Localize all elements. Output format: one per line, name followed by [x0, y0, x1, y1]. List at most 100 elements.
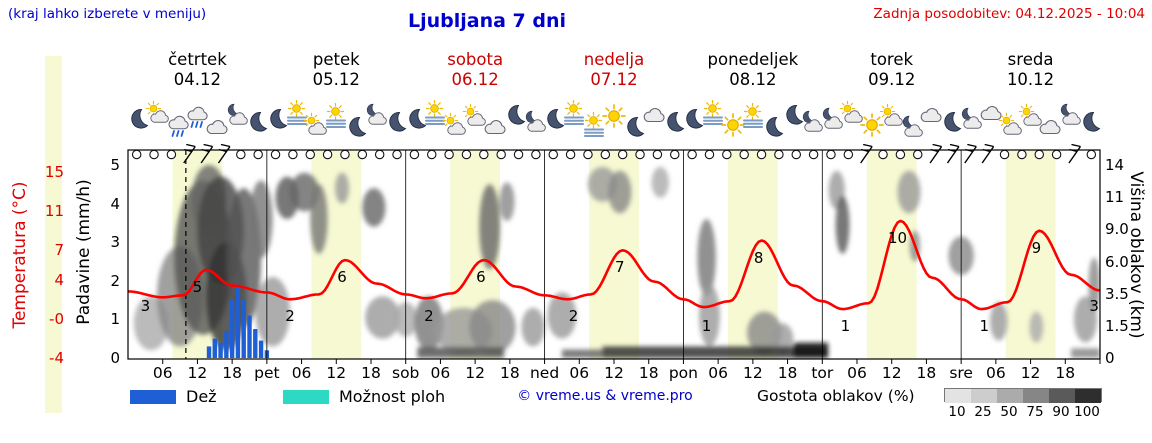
cloud-density-label: Gostota oblakov (%): [757, 387, 915, 405]
precip-tick: 2: [110, 271, 120, 290]
density-tick-label: 90: [1052, 404, 1070, 420]
cloud-tick: 6.0: [1105, 252, 1129, 271]
day-date: 08.12: [729, 70, 777, 89]
legend: Dež Možnost ploh © vreme.us & vreme.pro …: [0, 385, 1152, 425]
copyright-link[interactable]: © vreme.us & vreme.pro: [517, 388, 693, 404]
day-header-row: četrtek 04.12 petek 05.12 sobota 06.12 nedelja…: [0, 50, 1152, 94]
x-hour-label: 18: [361, 364, 381, 382]
calm-wind-icon: [652, 149, 663, 160]
calm-wind-icon: [513, 149, 524, 160]
temp-tick: 11: [44, 202, 64, 221]
day-name: petek: [312, 50, 360, 69]
calm-wind-icon: [1017, 149, 1027, 160]
precip-tick: 1: [110, 310, 120, 329]
calm-wind-icon: [131, 149, 142, 160]
last-update-timestamp: Zadnja posodobitev: 04.12.2025 - 10:04: [873, 6, 1145, 22]
cloud-tick: 9.0: [1105, 220, 1129, 239]
calm-wind-icon: [149, 149, 159, 160]
x-hour-label: 12: [742, 364, 763, 382]
density-tick-label: 100: [1074, 404, 1100, 420]
x-hour-label: 06: [985, 364, 1006, 382]
x-hour-label: 12: [187, 364, 208, 382]
calm-wind-icon: [1034, 149, 1045, 160]
cloud-tick: 0: [1105, 349, 1115, 367]
x-day-label: pon: [668, 364, 698, 382]
day-name: nedelja: [583, 50, 645, 69]
calm-wind-icon: [826, 149, 836, 160]
calm-wind-icon: [270, 149, 281, 160]
x-day-label: pet: [254, 364, 280, 382]
temp-tick: 4: [54, 270, 64, 289]
calm-wind-icon: [739, 149, 749, 160]
cloud-tick: 14: [1105, 156, 1125, 174]
calm-wind-icon: [548, 149, 558, 160]
day-date: 04.12: [173, 70, 222, 89]
calm-wind-icon: [635, 149, 645, 160]
x-hour-label: 06: [847, 364, 867, 382]
x-day-label: ned: [529, 364, 560, 382]
x-day-label: tor: [811, 364, 834, 382]
calm-wind-icon: [617, 149, 628, 160]
showers-label: Možnost ploh: [339, 387, 446, 406]
day-name: sreda: [1007, 50, 1054, 69]
temp-tick: 7: [54, 241, 64, 260]
x-day-label: sre: [949, 364, 973, 382]
showers-swatch: [283, 390, 329, 404]
calm-wind-icon: [305, 149, 315, 160]
density-cell: [997, 389, 1023, 403]
precip-tick: 5: [110, 156, 120, 174]
calm-wind-icon: [496, 149, 506, 160]
day-name: četrtek: [168, 50, 227, 69]
calm-wind-icon: [392, 149, 402, 160]
calm-wind-icon: [357, 149, 368, 160]
day-separators: [266, 150, 962, 359]
day-date: 10.12: [1006, 70, 1055, 89]
calm-wind-icon: [583, 149, 593, 160]
rain-label: Dež: [186, 387, 217, 406]
calm-wind-icon: [565, 149, 576, 160]
calm-wind-icon: [444, 149, 454, 160]
wind-row: [131, 144, 1097, 164]
density-tick-label: 25: [974, 404, 992, 420]
rain-swatch: [130, 390, 176, 404]
density-cell: [1075, 389, 1101, 403]
x-hour-label: 06: [291, 364, 312, 382]
temp-tick: 15: [44, 163, 64, 181]
x-hour-label: 06: [569, 364, 590, 382]
calm-wind-icon: [253, 149, 263, 160]
precip-tick: 4: [110, 194, 120, 213]
x-hour-label: 06: [430, 364, 451, 382]
calm-wind-icon: [669, 149, 680, 160]
calm-wind-icon: [461, 149, 472, 160]
x-hour-label: 06: [152, 364, 173, 382]
calm-wind-icon: [774, 149, 784, 160]
density-cell: [1023, 389, 1049, 403]
left-axis-ticks: 15 11 7 4 -0 -4 5 4 3 2 1 0: [0, 0, 130, 443]
x-hour-label: 12: [881, 364, 902, 382]
page-title: Ljubljana 7 dni: [407, 10, 567, 32]
density-tick-label: 10: [948, 404, 966, 420]
calm-wind-icon: [756, 149, 767, 160]
cloud-tick: 11: [1105, 188, 1125, 207]
x-hour-label: 12: [465, 364, 485, 382]
day-date: 07.12: [590, 70, 638, 89]
day-name: ponedeljek: [707, 50, 799, 69]
calm-wind-icon: [288, 149, 298, 160]
density-cell: [945, 389, 971, 403]
x-hour-label: 18: [916, 364, 937, 382]
calm-wind-icon: [999, 149, 1010, 160]
calm-wind-icon: [166, 149, 177, 160]
calm-wind-icon: [600, 149, 611, 160]
calm-wind-icon: [409, 149, 420, 160]
x-hour-label: 18: [638, 364, 659, 382]
x-hour-label: 18: [1055, 364, 1076, 382]
x-hour-label: 12: [604, 364, 624, 382]
temperature-line: [127, 219, 1101, 311]
calm-wind-icon: [236, 149, 246, 160]
calm-wind-icon: [808, 149, 819, 160]
cloud-tick: 3.5: [1105, 284, 1129, 303]
calm-wind-icon: [843, 149, 854, 160]
x-hour-label: 06: [708, 364, 728, 382]
